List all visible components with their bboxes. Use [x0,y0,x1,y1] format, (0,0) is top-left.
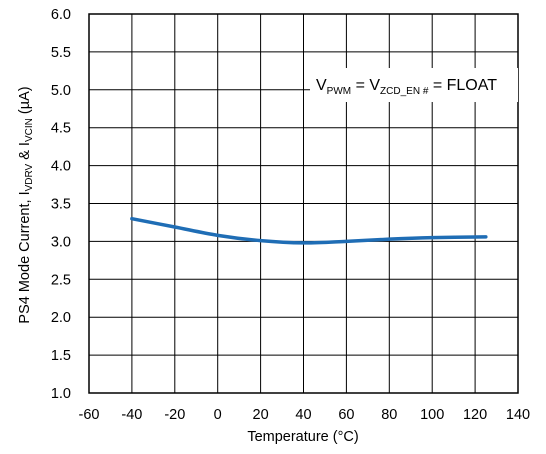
series-line [130,216,488,245]
x-tick-label: -60 [79,407,100,423]
series-layer [130,216,488,245]
y-tick-label: 1.0 [51,386,71,402]
y-tick-label: 3.5 [51,197,71,213]
annotation-background [310,68,518,102]
x-tick-label: 20 [253,407,269,423]
x-tick-label: 80 [381,407,397,423]
y-tick-label: 4.0 [51,159,71,175]
x-tick-label: 120 [463,407,487,423]
y-axis-label: PS4 Mode Current, IVDRV & IVCIN (µA) [17,86,35,323]
x-axis-label: Temperature (°C) [247,429,358,445]
x-tick-label: 60 [338,407,354,423]
y-tick-labels: 1.0 1.5 2.0 2.5 3.0 3.5 4.0 4.5 5.0 5.5 6.0 [51,7,71,402]
axis-frame [88,13,519,394]
annotation-box: VPWM = VZCD_EN # = FLOAT [310,68,518,102]
y-tick-label: 3.0 [51,234,71,250]
annotation-label: VPWM = VZCD_EN # = FLOAT [316,77,497,97]
x-tick-label: 140 [506,407,530,423]
y-tick-label: 6.0 [51,7,71,23]
x-tick-label: -40 [121,407,142,423]
y-tick-label: 2.5 [51,272,71,288]
x-tick-labels: -60 -40 -20 0 20 40 60 80 100 120 140 [79,407,531,423]
x-tick-label: 0 [214,407,222,423]
plot-frame [88,13,519,394]
x-tick-label: -20 [164,407,185,423]
y-tick-label: 2.0 [51,310,71,326]
y-tick-label: 5.0 [51,83,71,99]
y-tick-label: 5.5 [51,45,71,61]
x-tick-label: 100 [420,407,444,423]
x-tick-label: 40 [295,407,311,423]
y-tick-label: 4.5 [51,121,71,137]
y-tick-label: 1.5 [51,348,71,364]
